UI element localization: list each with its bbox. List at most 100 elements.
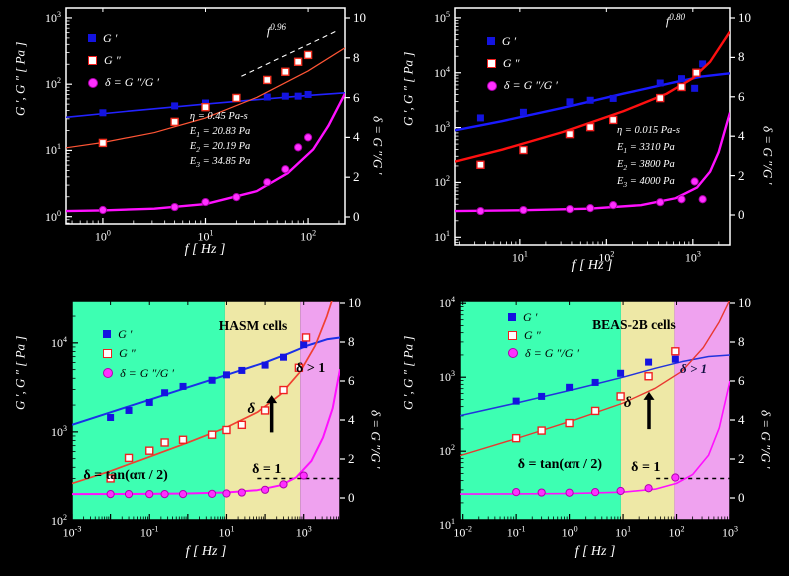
marker-g-prime bbox=[281, 92, 289, 100]
marker-g-prime bbox=[656, 79, 664, 87]
square-open-legend-marker bbox=[88, 55, 98, 65]
marker-delta bbox=[512, 488, 521, 497]
right-tick-label: 2 bbox=[348, 451, 355, 466]
y-tick-label: 103 bbox=[51, 423, 67, 439]
y-axis-title-left: G ′, G ″ [ Pa ] bbox=[400, 335, 416, 410]
marker-g-double-prime bbox=[644, 372, 653, 381]
right-tick-label: 6 bbox=[738, 373, 745, 388]
y-axis-title-right: δ = G ″/G ′ bbox=[368, 410, 384, 469]
x-tick-label: 100 bbox=[561, 524, 578, 540]
right-tick-label: 2 bbox=[738, 167, 745, 183]
legend-item-0: G ′ bbox=[508, 310, 537, 325]
marker-g-double-prime bbox=[519, 145, 528, 155]
square-open-legend-marker bbox=[103, 349, 113, 359]
marker-delta bbox=[98, 205, 108, 215]
marker-delta bbox=[698, 195, 707, 204]
legend-item-1: G ″ bbox=[486, 56, 520, 71]
marker-delta bbox=[232, 193, 241, 202]
circle-legend-marker bbox=[88, 77, 99, 88]
legend-label: G ′ bbox=[118, 326, 133, 341]
right-tick-label: 0 bbox=[738, 490, 745, 505]
marker-delta bbox=[616, 486, 625, 496]
marker-delta bbox=[609, 201, 618, 210]
annotation-bottom_right-0: δ > 1 bbox=[680, 360, 708, 376]
x-tick-label: 101 bbox=[615, 524, 632, 540]
marker-g-double-prime bbox=[303, 50, 313, 60]
delta-up-arrow-head bbox=[266, 395, 278, 404]
marker-delta bbox=[106, 490, 115, 499]
right-tick-label: 10 bbox=[348, 295, 361, 310]
right-tick-label: 6 bbox=[738, 88, 745, 104]
x-tick-label: 10-3 bbox=[62, 524, 82, 540]
marker-g-double-prime bbox=[207, 430, 217, 439]
marker-delta bbox=[565, 488, 574, 497]
fit-parameter-line: η = 0.45 Pa-s bbox=[189, 111, 248, 123]
right-tick-label: 0 bbox=[353, 209, 360, 224]
y-axis-title-right: δ = G ″/G ′ bbox=[760, 126, 776, 185]
marker-g-prime bbox=[609, 94, 617, 102]
marker-delta bbox=[263, 178, 272, 187]
right-tick-label: 8 bbox=[353, 49, 360, 65]
marker-g-double-prime bbox=[537, 426, 546, 435]
marker-delta bbox=[537, 488, 546, 497]
x-tick-label: 10-2 bbox=[453, 524, 473, 540]
marker-g-prime bbox=[99, 109, 107, 117]
marker-g-prime bbox=[617, 369, 625, 377]
legend-label: δ = G ″/G ′ bbox=[120, 365, 175, 380]
marker-g-double-prime bbox=[585, 122, 595, 132]
legend-item-1: G ″ bbox=[508, 328, 541, 343]
marker-delta bbox=[644, 484, 653, 493]
right-tick-label: 8 bbox=[738, 49, 745, 65]
marker-g-prime bbox=[566, 383, 574, 391]
y-tick-label: 100 bbox=[45, 208, 61, 224]
marker-g-double-prime bbox=[608, 115, 618, 125]
marker-delta bbox=[124, 490, 134, 499]
x-tick-label: 10-1 bbox=[139, 524, 159, 540]
marker-g-double-prime bbox=[301, 333, 311, 342]
legend-label: G ′ bbox=[501, 33, 517, 48]
fit-parameter-line: E3 = 34.85 Pa bbox=[189, 156, 251, 170]
y-tick-label: 103 bbox=[45, 9, 61, 25]
marker-g-prime bbox=[519, 108, 527, 116]
legend-label: δ = G ″/G ′ bbox=[525, 345, 580, 360]
right-tick-label: 0 bbox=[348, 490, 355, 505]
y-tick-label: 101 bbox=[434, 229, 450, 245]
marker-g-double-prime bbox=[222, 425, 231, 435]
right-tick-label: 4 bbox=[738, 128, 745, 144]
legend-item-1: G ″ bbox=[103, 346, 136, 361]
fit-curve-delta bbox=[66, 93, 345, 213]
legend-item-0: G ′ bbox=[486, 33, 517, 49]
square-filled-legend-marker bbox=[88, 34, 97, 43]
marker-g-double-prime bbox=[124, 453, 134, 463]
region-bottom_right-2 bbox=[674, 301, 730, 520]
marker-delta bbox=[586, 204, 595, 213]
marker-g-prime bbox=[161, 389, 169, 397]
legend-item-1: G ″ bbox=[88, 53, 121, 68]
fit-parameter-line: E2 = 20.19 Pa bbox=[189, 141, 251, 155]
marker-delta bbox=[170, 202, 179, 212]
annotation-bottom_right-1: δ bbox=[623, 395, 632, 412]
marker-g-prime bbox=[261, 361, 269, 369]
y-tick-label: 105 bbox=[434, 9, 450, 25]
right-tick-label: 2 bbox=[738, 451, 745, 466]
marker-delta bbox=[294, 143, 303, 152]
y-tick-label: 103 bbox=[439, 369, 455, 385]
y-axis-title-left: G ′, G ″ [ Pa ] bbox=[12, 335, 28, 410]
fit-parameter-line: E1 = 3310 Pa bbox=[616, 141, 675, 156]
annotation-bottom_left-1: δ bbox=[247, 400, 256, 417]
fit-parameter-line: η = 0.015 Pa-s bbox=[616, 125, 681, 136]
marker-delta bbox=[591, 488, 600, 497]
legend-item-2: δ = G ″/G ′ bbox=[486, 78, 558, 93]
marker-delta bbox=[299, 471, 308, 480]
marker-g-double-prime bbox=[201, 102, 210, 112]
fit-curve-G' bbox=[455, 72, 730, 132]
marker-g-prime bbox=[208, 376, 216, 384]
y-tick-label: 102 bbox=[439, 443, 455, 459]
marker-delta bbox=[476, 206, 485, 216]
legend-item-2: δ = G ″/G ′ bbox=[508, 346, 579, 361]
marker-delta bbox=[237, 488, 246, 497]
y-tick-label: 101 bbox=[439, 517, 455, 533]
marker-g-prime bbox=[263, 93, 271, 101]
marker-g-double-prime bbox=[692, 68, 701, 77]
